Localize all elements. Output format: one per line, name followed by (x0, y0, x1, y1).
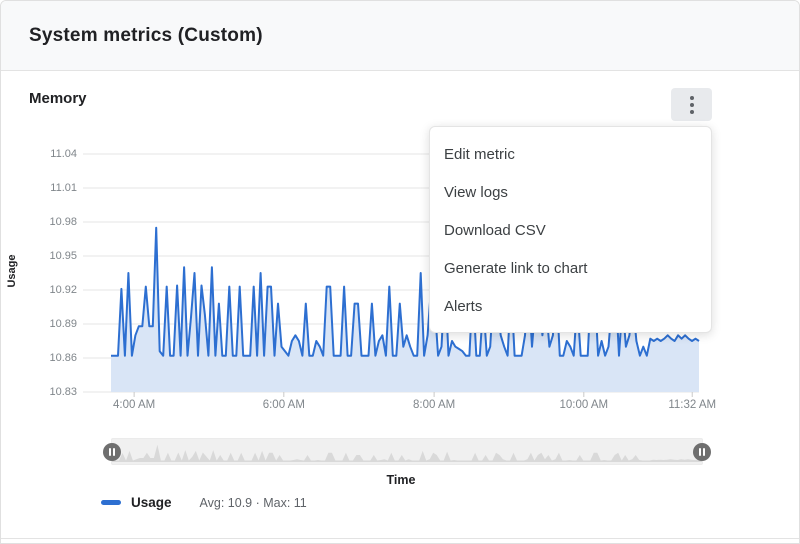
x-tick-label: 6:00 AM (262, 399, 305, 411)
menu-item-download-csv[interactable]: Download CSV (444, 222, 546, 239)
x-tick-label: 8:00 AM (413, 399, 456, 411)
y-tick-label: 10.83 (49, 386, 77, 398)
legend-series-stats: Avg: 10.9 · Max: 11 (199, 495, 307, 510)
scrubber-right-handle-icon[interactable] (693, 442, 711, 461)
menu-item-view-logs[interactable]: View logs (444, 184, 508, 201)
page-header: System metrics (Custom) (1, 1, 799, 71)
y-axis-label: Usage (6, 254, 18, 288)
legend-row[interactable]: Usage Avg: 10.9 · Max: 11 (101, 495, 307, 510)
y-tick-label: 10.98 (49, 216, 77, 228)
y-tick-label: 11.04 (50, 148, 77, 160)
x-tick-label: 10:00 AM (559, 399, 609, 411)
kebab-menu-icon (689, 95, 694, 114)
x-tick-label: 11:32 AM (668, 399, 717, 411)
bottom-divider (1, 538, 799, 539)
y-tick-label: 10.95 (49, 250, 77, 262)
y-tick-label: 11.01 (50, 182, 77, 194)
y-tick-label: 10.86 (49, 352, 77, 364)
legend-series-swatch (101, 500, 121, 505)
menu-item-edit-metric[interactable]: Edit metric (444, 146, 515, 163)
legend-series-name: Usage (131, 495, 172, 510)
x-axis-title: Time (386, 473, 416, 487)
x-tick-label: 4:00 AM (113, 399, 156, 411)
time-range-scrubber[interactable] (103, 438, 711, 465)
y-tick-label: 10.89 (49, 318, 77, 330)
page-title: System metrics (Custom) (29, 24, 263, 46)
scrubber-left-handle-icon[interactable] (103, 442, 121, 461)
menu-item-generate-link[interactable]: Generate link to chart (444, 260, 588, 277)
y-tick-label: 10.92 (49, 284, 77, 296)
chart-options-button[interactable] (671, 88, 712, 121)
chart-title: Memory (29, 90, 87, 107)
menu-item-alerts[interactable]: Alerts (444, 298, 483, 315)
scrubber-preview-chart (112, 444, 702, 462)
chart-options-menu: Edit metric View logs Download CSV Gener… (429, 126, 712, 333)
